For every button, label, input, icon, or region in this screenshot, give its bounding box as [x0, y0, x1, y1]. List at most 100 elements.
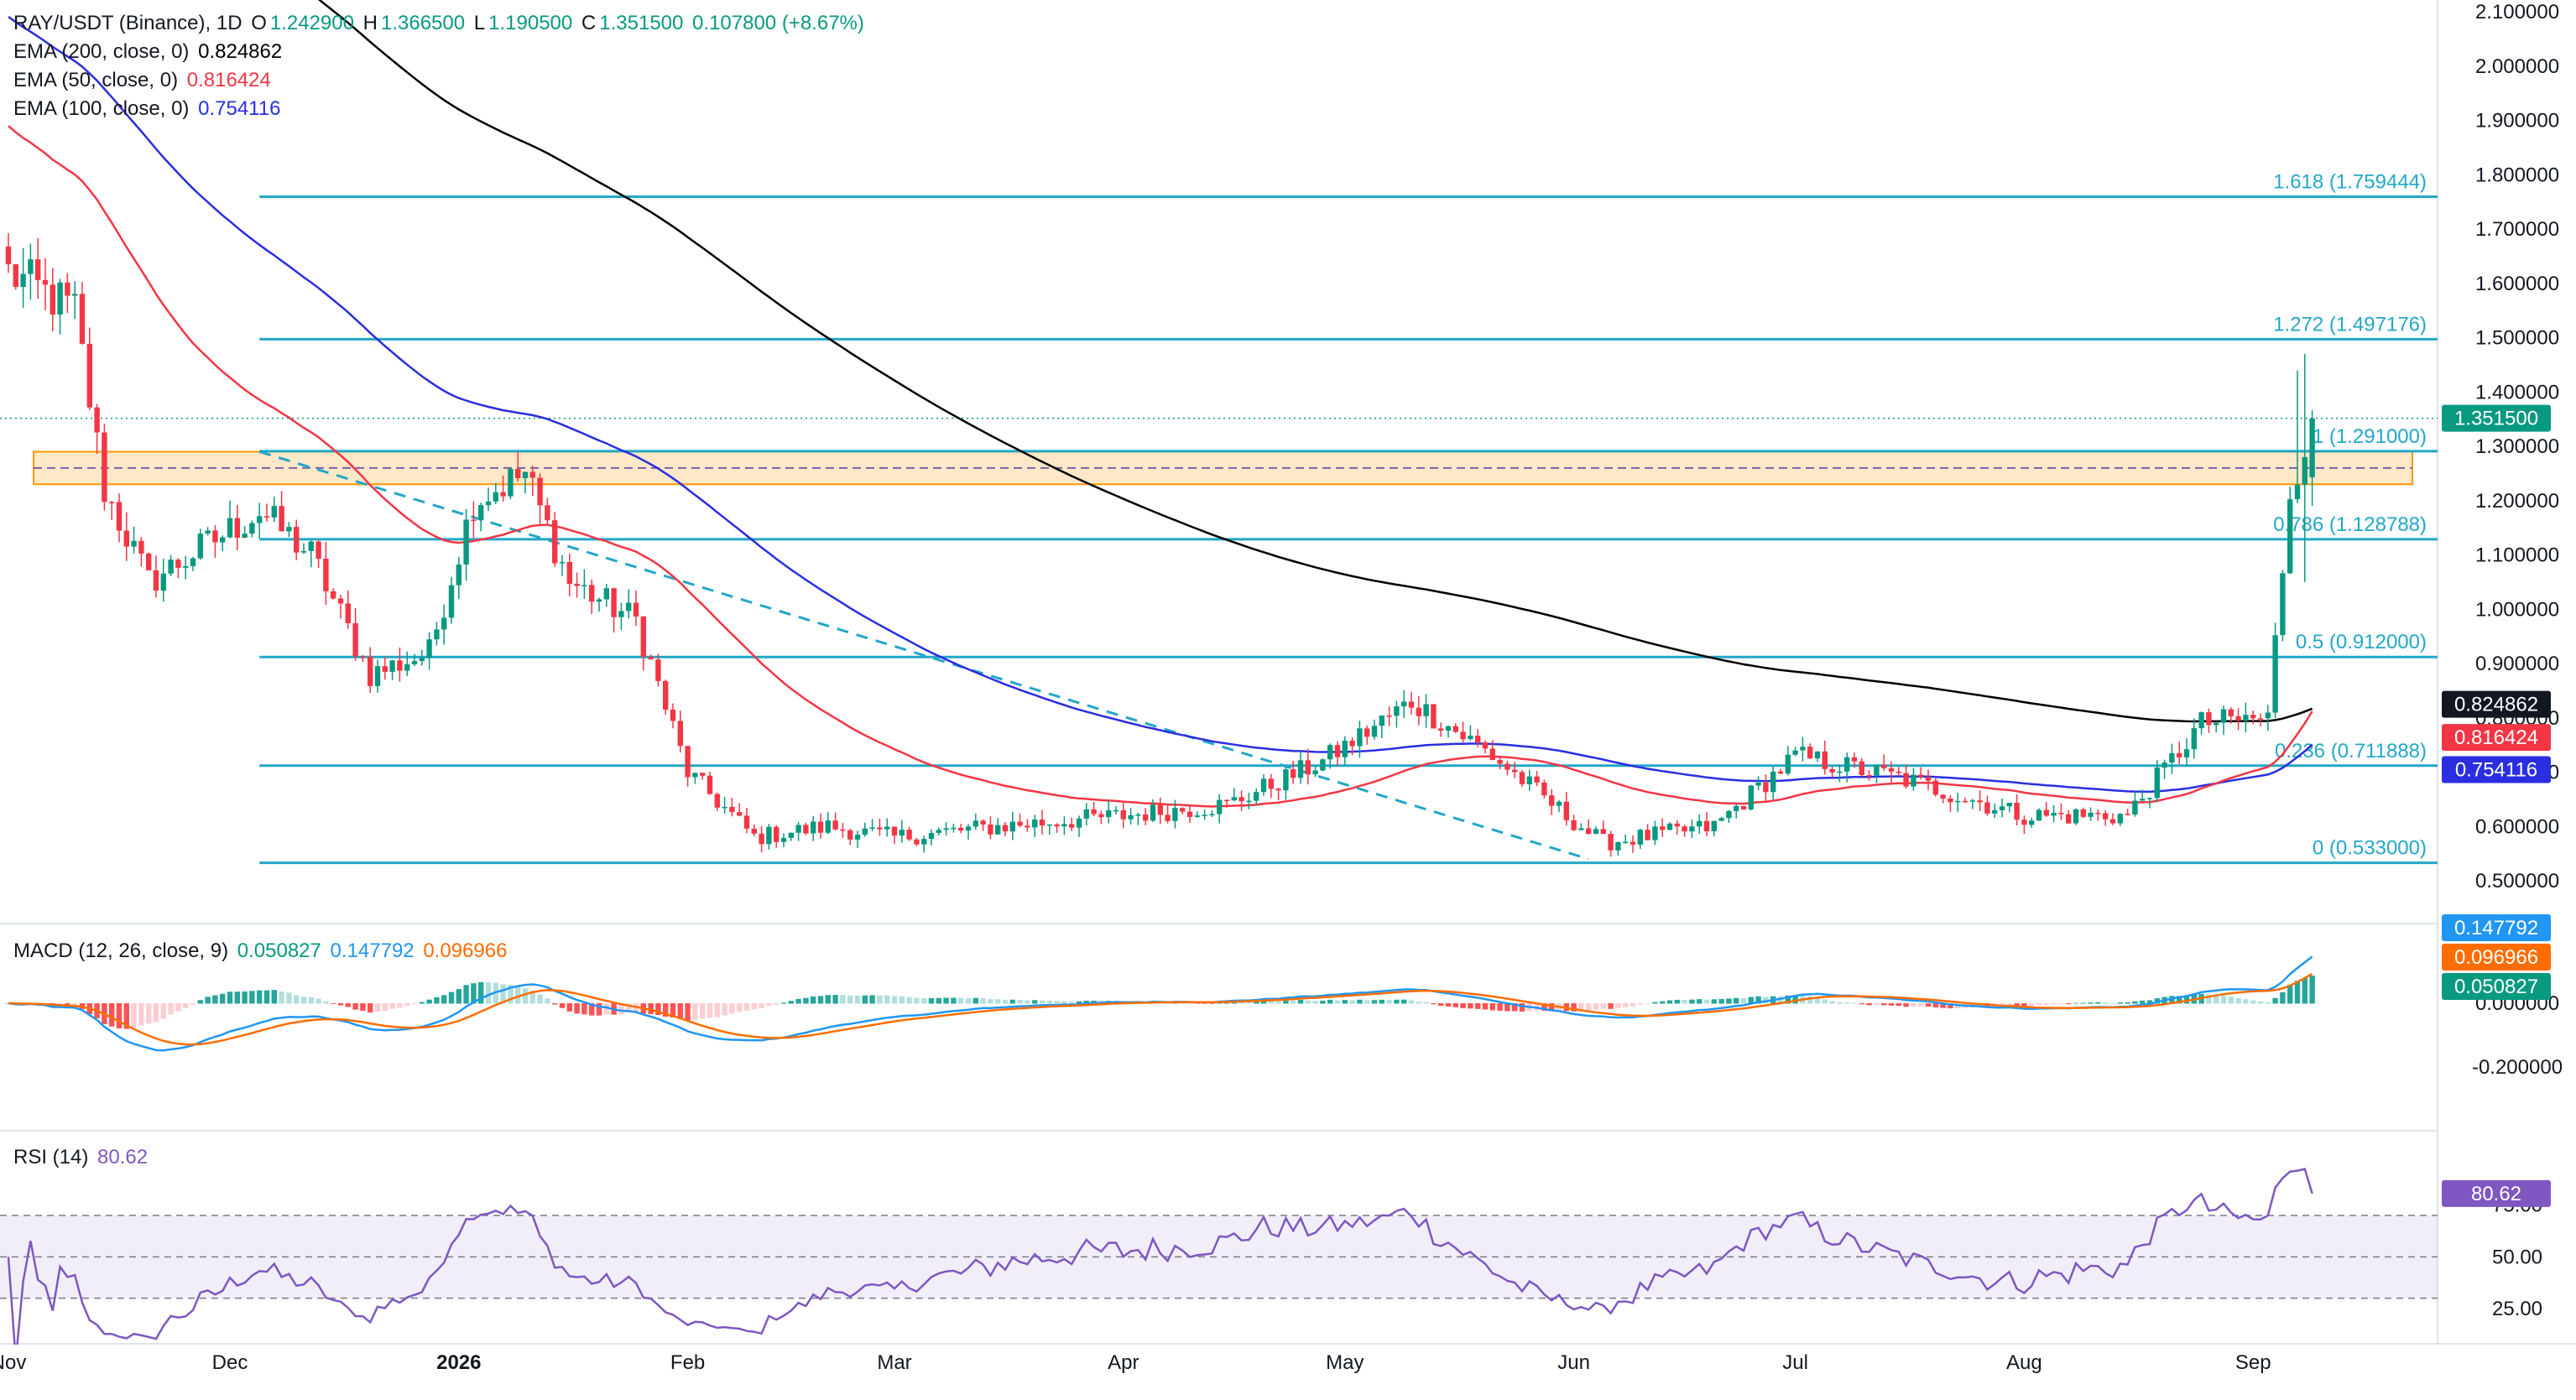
candle-body [300, 550, 307, 553]
macd-histogram-bar [1718, 998, 1724, 1004]
candle-body [79, 294, 86, 344]
candle-body [1718, 818, 1724, 821]
macd-histogram-bar [1866, 1003, 1872, 1006]
candle-body [1172, 808, 1178, 821]
price-axis[interactable]: 2.100000 2.000000 1.900000 1.800000 1.700000… [2475, 1, 2559, 893]
candle-body [1770, 771, 1776, 793]
macd-histogram-bar [441, 995, 447, 1004]
candle-body [1645, 830, 1650, 841]
macd-histogram-bar [1593, 1003, 1599, 1010]
macd-histogram-bar [1408, 1000, 1415, 1004]
rsi-legend[interactable]: RSI (14) 80.62 [13, 1146, 151, 1169]
macd-histogram-bar [670, 1003, 676, 1018]
macd-legend[interactable]: MACD (12, 26, close, 9) 0.050827 0.14779… [13, 939, 510, 963]
macd-histogram-bar [1186, 1002, 1193, 1004]
candle-body [1814, 751, 1821, 759]
candle-body [869, 827, 875, 829]
candle-body [1940, 794, 1946, 799]
candle-body [596, 599, 602, 602]
candle-body [840, 829, 846, 831]
candle-body [1128, 814, 1134, 820]
symbol-title[interactable]: RAY/USDT (Binance), 1D [13, 12, 242, 34]
candle-body [1157, 804, 1163, 815]
macd-histogram-bar [1327, 999, 1333, 1004]
macd-histogram-bar [72, 1003, 78, 1007]
price-tick-label: 1.800000 [2475, 164, 2559, 186]
macd-histogram-bar [1748, 997, 1754, 1004]
candle-body [1327, 745, 1333, 760]
candle-body [146, 553, 152, 570]
time-tick-label: Nov [0, 1351, 26, 1374]
macd-histogram-bar [1349, 1000, 1355, 1004]
macd-histogram-bar [1445, 1003, 1452, 1007]
time-tick-label: Jun [1557, 1351, 1590, 1374]
candle-body [522, 471, 529, 478]
fib-label-0.5: 0.5 (0.912000) [2296, 631, 2427, 653]
macd-histogram-bar [397, 1003, 403, 1008]
time-axis[interactable]: Nov Dec 2026 Feb Mar Apr May Jun Jul Aug Sep [0, 1351, 2271, 1374]
ema200-legend[interactable]: EMA (200, close, 0) 0.824862 [13, 40, 285, 64]
candle-body [936, 830, 941, 833]
candle-body [1755, 782, 1761, 786]
macd-histogram-bar [2214, 995, 2219, 1004]
macd-histogram-bar [1814, 997, 1821, 1004]
price-tick-label: 1.000000 [2475, 598, 2559, 621]
candle-body [2146, 798, 2153, 799]
candle-body [315, 541, 321, 559]
price-tags: 1.351500 0.824862 0.816424 0.754116 0.147792… [2442, 404, 2551, 1207]
candle-body [50, 284, 55, 315]
candle-body [559, 562, 566, 564]
candle-body [2302, 456, 2307, 485]
candle-body [411, 661, 418, 664]
candle-body [862, 828, 868, 835]
macd-histogram-bar [2309, 976, 2315, 1004]
candle-body [1209, 814, 1215, 816]
ema100-value: 0.754116 [198, 97, 281, 120]
macd-histogram-bar [552, 1003, 558, 1005]
rsi-pane[interactable] [0, 1168, 2438, 1361]
macd-histogram-bar [780, 1002, 787, 1004]
candle-body [1888, 768, 1895, 772]
macd-histogram-bar [1911, 1003, 1916, 1007]
candle-body [1703, 820, 1710, 832]
macd-histogram-bar [795, 998, 801, 1004]
macd-pane[interactable] [5, 955, 2315, 1052]
macd-histogram-bar [811, 996, 816, 1004]
price-tick-label: 1.900000 [2475, 110, 2559, 133]
candle-body [655, 659, 661, 681]
macd-histogram-bar [2117, 1002, 2123, 1004]
macd-histogram-bar [1394, 999, 1400, 1004]
macd-histogram-bar [1032, 1000, 1038, 1004]
candle-body [28, 259, 34, 274]
candle-body [493, 492, 498, 502]
macd-hist-tag: 0.050827 [2454, 976, 2538, 998]
candle-body [389, 660, 395, 672]
ema100-legend[interactable]: EMA (100, close, 0) 0.754116 [13, 97, 284, 121]
candle-body [759, 833, 764, 845]
candle-body [212, 530, 218, 543]
candle-body [965, 826, 972, 831]
candle-body [1903, 773, 1909, 787]
macd-histogram-bar [1666, 1000, 1673, 1004]
candle-body [1202, 814, 1207, 816]
candle-body [1364, 728, 1370, 737]
macd-histogram-bar [389, 1003, 395, 1009]
candle-body [737, 812, 743, 816]
macd-histogram-bar [1637, 1003, 1643, 1005]
macd-histogram-bar [500, 984, 506, 1004]
macd-histogram-bar [2080, 1002, 2086, 1004]
price-pane[interactable]: 0 (0.533000) 0.236 (0.711888) 0.5 (0.91200… [0, 0, 2440, 865]
candle-body [1165, 814, 1171, 821]
candle-body [2109, 819, 2116, 824]
macd-histogram-bar [263, 990, 270, 1004]
macd-histogram-bar [2302, 977, 2307, 1004]
candle-body [1541, 782, 1547, 796]
macd-histogram-bar [300, 997, 307, 1004]
symbol-legend[interactable]: RAY/USDT (Binance), 1D O 1.242900 H 1.3665… [13, 12, 868, 35]
ema50-legend[interactable]: EMA (50, close, 0) 0.816424 [13, 69, 274, 92]
ema-200-line [317, 0, 2313, 723]
candle-body [2021, 820, 2027, 825]
rsi-tag: 80.62 [2471, 1183, 2521, 1205]
